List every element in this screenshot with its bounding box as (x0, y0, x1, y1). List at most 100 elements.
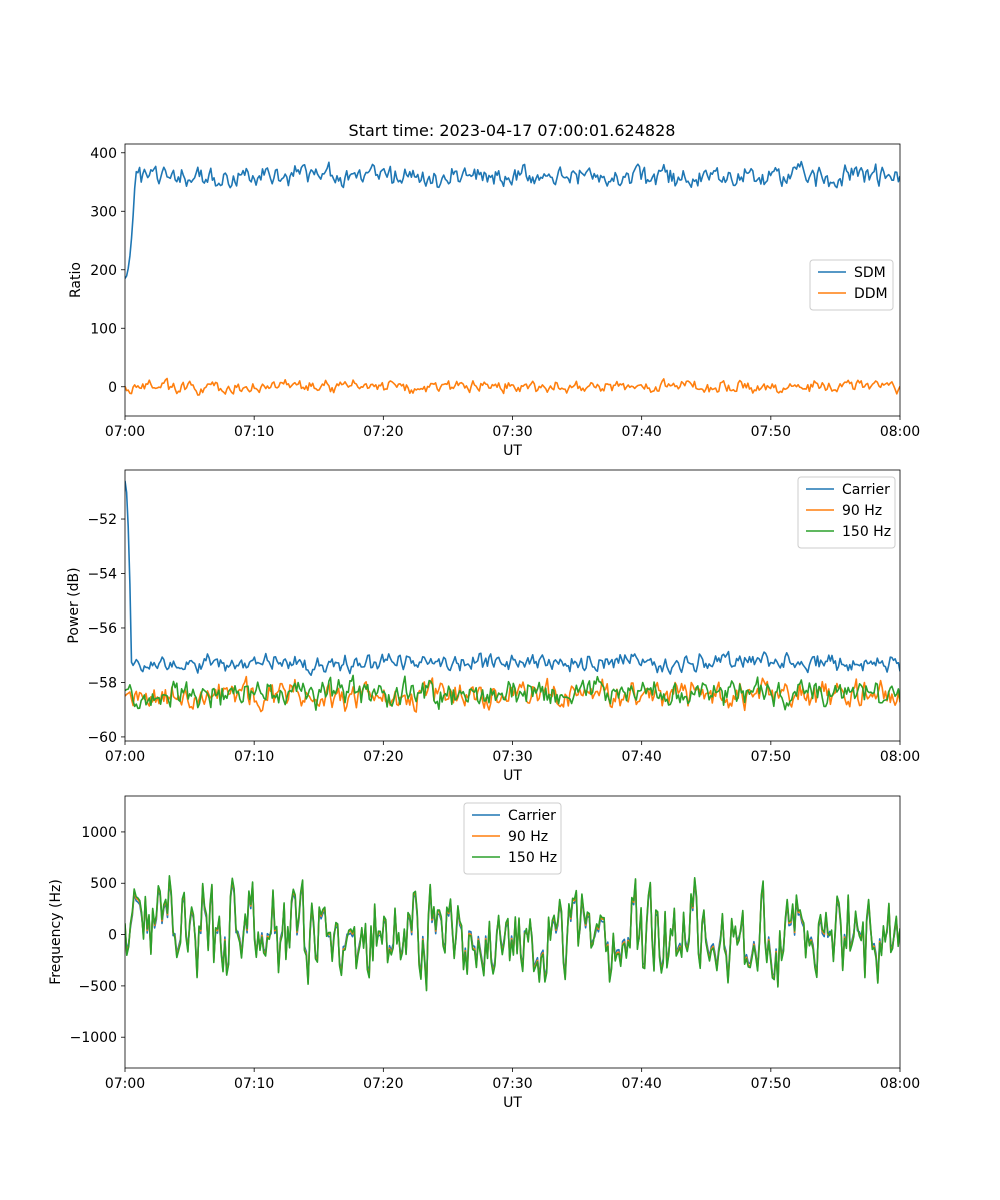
x-tick: 07:40 (621, 416, 662, 440)
legend-label: 90 Hz (508, 829, 548, 845)
x-tick: 07:50 (751, 741, 791, 765)
y-tick-label: 300 (90, 204, 117, 220)
x-tick-label: 08:00 (880, 424, 920, 440)
x-tick: 08:00 (880, 741, 920, 765)
legend-entry: 90 Hz (472, 829, 548, 845)
x-tick: 08:00 (880, 416, 920, 440)
x-tick: 07:20 (363, 1068, 404, 1092)
y-tick-label: 1000 (81, 825, 117, 841)
y-tick: 500 (90, 876, 125, 892)
y-tick-label: 400 (90, 146, 117, 162)
y-tick-label: 0 (108, 380, 117, 396)
x-tick-label: 07:40 (621, 1076, 661, 1092)
legend-entry: 150 Hz (472, 850, 557, 866)
y-tick-label: 0 (108, 928, 117, 944)
x-tick-label: 07:00 (105, 1076, 145, 1092)
legend-label: 90 Hz (842, 503, 882, 519)
x-tick-label: 07:00 (105, 749, 145, 765)
legend: Carrier 90 Hz 150 Hz (463, 802, 562, 875)
x-axis-label: UT (503, 443, 522, 459)
x-tick: 07:10 (234, 416, 274, 440)
x-tick-label: 07:30 (492, 1076, 532, 1092)
legend-entry: Carrier (472, 808, 556, 824)
x-tick: 07:00 (105, 1068, 145, 1092)
legend-label: 150 Hz (842, 524, 891, 540)
x-tick: 07:10 (234, 741, 274, 765)
x-tick: 07:10 (234, 1068, 274, 1092)
y-tick-label: 100 (90, 321, 117, 337)
y-tick: 400 (90, 146, 125, 162)
y-axis-label: Power (dB) (66, 567, 82, 643)
series-line-carrier (125, 480, 900, 676)
y-tick-label: −1000 (70, 1030, 117, 1046)
y-tick: −54 (87, 566, 125, 582)
x-tick-label: 07:50 (751, 749, 791, 765)
x-tick: 07:50 (751, 1068, 791, 1092)
legend-entry: 150 Hz (806, 524, 891, 540)
y-tick-label: −56 (87, 621, 117, 637)
y-tick: 0 (108, 380, 125, 396)
series-line-ddm (125, 377, 900, 396)
x-tick: 08:00 (880, 1068, 920, 1092)
legend-entry: DDM (818, 286, 888, 302)
y-tick: −60 (87, 730, 125, 746)
x-tick: 07:00 (105, 416, 145, 440)
x-tick-label: 07:30 (492, 749, 532, 765)
y-axis-label: Frequency (Hz) (48, 879, 64, 985)
legend-label: Carrier (508, 808, 556, 824)
x-tick: 07:40 (621, 741, 662, 765)
power-panel: 07:00 07:10 07:20 07:30 07:40 07:50 08:00 −60 −5… (66, 469, 920, 784)
chart-title: Start time: 2023-04-17 07:00:01.624828 (349, 121, 676, 140)
ratio-panel: 07:00 07:10 07:20 07:30 07:40 07:50 08:00 0 100 2… (68, 143, 920, 459)
x-tick-label: 07:10 (234, 424, 274, 440)
legend-entry: SDM (818, 265, 886, 281)
x-tick: 07:50 (751, 416, 791, 440)
y-tick: −52 (87, 512, 125, 528)
y-tick-label: 200 (90, 263, 117, 279)
x-axis-label: UT (503, 1095, 522, 1111)
legend-label: DDM (854, 286, 888, 302)
legend-entry: Carrier (806, 482, 890, 498)
legend-label: Carrier (842, 482, 890, 498)
y-tick: −500 (79, 979, 125, 995)
y-axis-label: Ratio (68, 262, 84, 298)
y-tick: 300 (90, 204, 125, 220)
legend-label: SDM (854, 265, 886, 281)
y-tick: 1000 (81, 825, 125, 841)
series-line-sdm (125, 160, 900, 279)
y-tick: −1000 (70, 1030, 125, 1046)
x-tick: 07:20 (363, 741, 404, 765)
y-tick: −58 (87, 675, 125, 691)
x-tick-label: 07:50 (751, 424, 791, 440)
x-axis-label: UT (503, 768, 522, 784)
y-tick: 0 (108, 928, 125, 944)
y-tick-label: −500 (79, 979, 117, 995)
x-tick-label: 07:00 (105, 424, 145, 440)
x-tick-label: 07:50 (751, 1076, 791, 1092)
y-tick-label: −58 (87, 675, 117, 691)
x-tick: 07:30 (492, 741, 533, 765)
y-tick-label: −52 (87, 512, 117, 528)
x-tick-label: 07:40 (621, 424, 661, 440)
y-tick: −56 (87, 621, 125, 637)
x-tick-label: 08:00 (880, 1076, 920, 1092)
x-tick-label: 08:00 (880, 749, 920, 765)
x-tick-label: 07:20 (363, 1076, 403, 1092)
y-tick: 100 (90, 321, 125, 337)
y-tick-label: −54 (87, 566, 117, 582)
x-tick: 07:40 (621, 1068, 662, 1092)
series-line-150-hz (125, 875, 900, 992)
x-tick-label: 07:10 (234, 749, 274, 765)
legend-entry: 90 Hz (806, 503, 882, 519)
x-tick-label: 07:20 (363, 749, 403, 765)
series-line-150-hz (125, 674, 900, 711)
x-tick: 07:00 (105, 741, 145, 765)
x-tick: 07:30 (492, 1068, 533, 1092)
x-tick-label: 07:30 (492, 424, 532, 440)
x-tick: 07:30 (492, 416, 533, 440)
legend: SDM DDM (809, 259, 894, 311)
x-tick-label: 07:20 (363, 424, 403, 440)
frequency-panel: 07:00 07:10 07:20 07:30 07:40 07:50 08:00 −1000… (48, 795, 920, 1111)
y-tick: 200 (90, 263, 125, 279)
